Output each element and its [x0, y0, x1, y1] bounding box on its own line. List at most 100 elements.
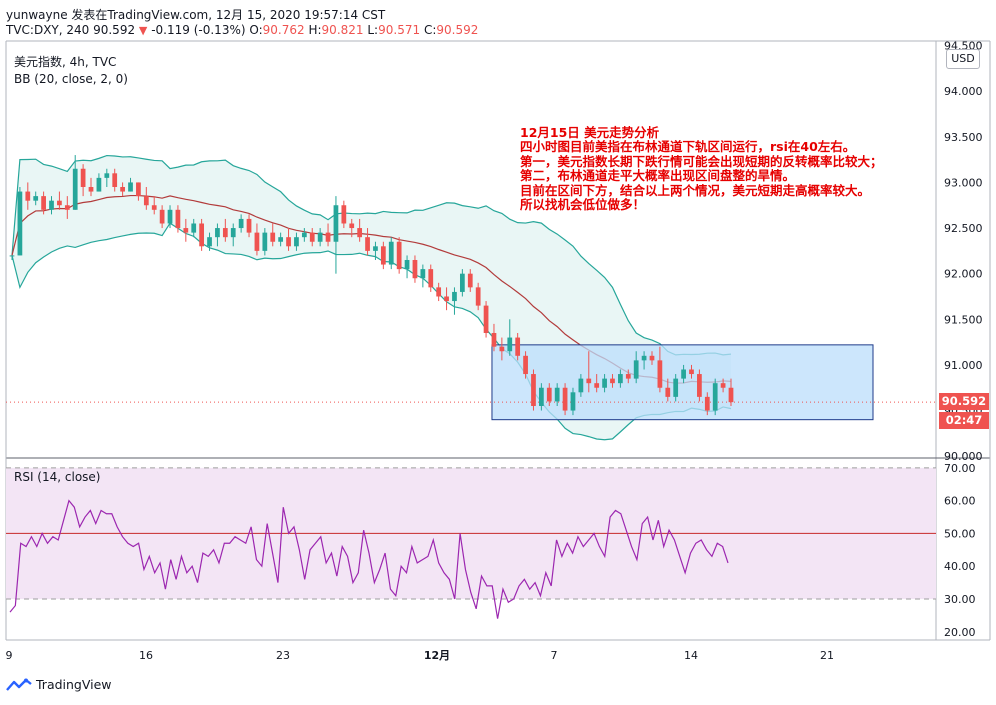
candle: [309, 228, 315, 247]
candle-body: [294, 237, 299, 247]
candle: [349, 218, 355, 238]
publish-line: yunwayne 发表在TradingView.com, 12月 15, 202…: [6, 8, 386, 22]
candle: [33, 191, 39, 206]
time-tick-label: 12月: [424, 649, 450, 662]
candle: [649, 351, 655, 365]
candle: [365, 228, 370, 256]
candle: [120, 182, 125, 197]
candle: [420, 264, 426, 288]
candle: [618, 369, 623, 388]
rsi-tick-label: 30.00: [944, 593, 976, 606]
candle-body: [301, 232, 307, 238]
candle-body: [365, 237, 370, 251]
candle-body: [246, 218, 252, 233]
candle: [515, 332, 521, 361]
candle-body: [349, 223, 355, 229]
open-value: 90.762: [262, 23, 305, 37]
rsi-tick-label: 40.00: [944, 560, 976, 573]
bb-lower-line: [11, 222, 732, 441]
candle-body: [436, 287, 442, 297]
price-tick-label: 90.000: [944, 450, 983, 463]
candle: [436, 282, 442, 302]
down-triangle-icon: ▼: [138, 24, 148, 37]
candle-body: [657, 360, 663, 388]
candle: [72, 155, 78, 210]
candle-body: [88, 186, 94, 192]
candle-body: [602, 378, 607, 388]
analysis-note[interactable]: 12月15日 美元走势分析 四小时图目前美指在布林通道下轨区间运行，rsi在40左…: [520, 125, 892, 212]
candle: [728, 378, 734, 406]
candle: [625, 369, 631, 384]
candle-body: [325, 232, 331, 242]
candle-body: [49, 200, 54, 210]
candle: [570, 387, 576, 416]
candle-body: [523, 355, 528, 375]
analysis-line: 目前在区间下方，结合以上两个情况，美元短期走高概率较大。: [520, 182, 871, 198]
rsi-line: [9, 499, 729, 619]
change-value: -0.119 (-0.13%): [151, 23, 246, 37]
candle-body: [610, 378, 615, 384]
chart-legend: 美元指数, 4h, TVC BB (20, close, 2, 0): [14, 54, 128, 88]
candle: [301, 228, 307, 242]
candle-body: [120, 186, 125, 192]
candle: [681, 364, 686, 384]
candle: [57, 191, 62, 210]
candle: [175, 205, 181, 233]
candle: [183, 218, 189, 242]
candle: [270, 223, 276, 247]
candle-body: [396, 241, 402, 270]
time-tick-label: 16: [139, 649, 153, 662]
candle-body: [546, 387, 552, 402]
candle-body: [483, 305, 489, 333]
candle-body: [112, 173, 118, 187]
candle-body: [64, 205, 70, 210]
price-tick-label: 92.000: [944, 268, 983, 281]
candle-body: [633, 360, 639, 379]
candle-body: [262, 232, 268, 251]
rsi-legend: RSI (14, close): [14, 470, 101, 484]
price-tick-label: 93.000: [944, 176, 983, 189]
price-tick-label: 93.500: [944, 131, 983, 144]
candle-body: [254, 232, 260, 251]
candle-body: [222, 228, 228, 238]
candle-body: [151, 205, 157, 210]
tradingview-brand[interactable]: TradingView: [6, 677, 112, 692]
analysis-line: 第一，美元指数长期下跌行情可能会出现短期的反转概率比较大；: [520, 153, 883, 169]
candle: [380, 241, 386, 270]
currency-button[interactable]: USD: [946, 49, 980, 69]
candle: [594, 374, 600, 393]
candle: [128, 177, 133, 192]
candle-body: [191, 223, 197, 233]
symbol-info: TVC:DXY, 240 90.592: [6, 23, 136, 37]
candle-body: [665, 387, 671, 397]
candle: [88, 177, 94, 197]
candle: [554, 383, 560, 406]
candle-body: [25, 191, 31, 201]
candle-body: [578, 378, 584, 393]
candle: [246, 214, 252, 238]
candle-body: [270, 232, 276, 242]
candle: [444, 287, 449, 311]
price-tick-label: 92.500: [944, 222, 983, 235]
candle-body: [143, 196, 149, 206]
candle: [483, 301, 489, 338]
candle-body: [452, 291, 457, 302]
candle: [539, 383, 544, 411]
candle-body: [96, 177, 102, 192]
candle: [278, 232, 284, 247]
candle: [523, 351, 528, 379]
candle: [428, 264, 434, 292]
candle-body: [420, 269, 426, 279]
candle: [17, 186, 23, 256]
publish-info: yunwayne 发表在TradingView.com, 12月 15, 202…: [6, 6, 385, 23]
candle: [41, 191, 46, 215]
candle-body: [175, 209, 181, 229]
candle-body: [594, 383, 600, 388]
candle-body: [475, 287, 481, 306]
candle: [459, 269, 465, 297]
time-tick-label: 14: [684, 649, 698, 662]
candle: [673, 374, 679, 402]
candle: [317, 228, 323, 247]
candle: [151, 196, 157, 215]
